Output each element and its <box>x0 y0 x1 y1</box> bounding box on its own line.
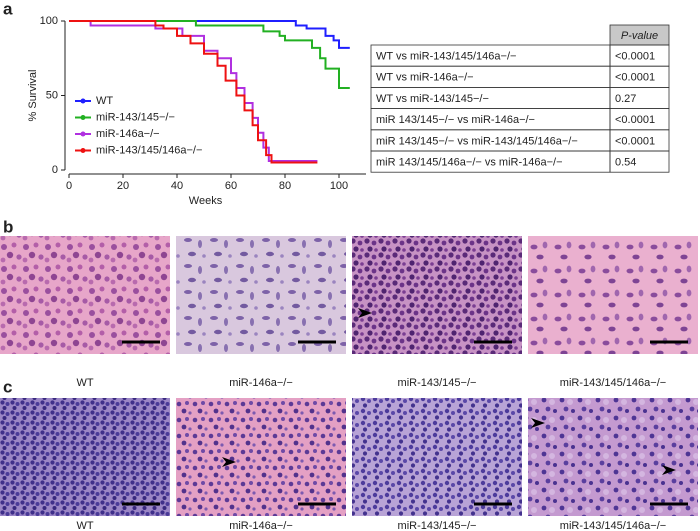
caption: miR-146a−/− <box>229 520 293 531</box>
survival-curve <box>69 20 318 164</box>
p-value: <0.0001 <box>615 72 655 84</box>
legend-dot <box>80 115 86 120</box>
survival-curve <box>69 20 350 90</box>
survival-curve <box>69 20 350 49</box>
x-tick-label: 0 <box>66 180 72 192</box>
x-tick-label: 20 <box>117 180 129 192</box>
x-tick-label: 80 <box>279 180 291 192</box>
micrograph <box>528 236 698 354</box>
micrograph <box>0 398 170 516</box>
panel-label: a <box>3 0 13 18</box>
legend-label: miR-143/145/146a−/− <box>96 144 202 156</box>
micrograph <box>176 236 346 354</box>
survival-chart: 0 20 40 60 80 100 0 50 100 Weeks % Survival WT miR-1… <box>27 15 366 207</box>
p-value: <0.0001 <box>615 51 655 63</box>
micrograph <box>352 398 522 516</box>
panel-label: c <box>3 377 12 396</box>
comparison: miR 143/145/146a−/− vs miR-146a−/− <box>376 157 563 169</box>
y-axis-label: % Survival <box>27 70 39 122</box>
legend-dot <box>80 148 86 153</box>
p-value: 0.54 <box>615 157 636 169</box>
p-value-table: P-value WT vs miR-143/145/146a−/− <0.0001 W… <box>370 24 670 173</box>
caption: WT <box>76 377 93 389</box>
legend-dot <box>80 98 86 104</box>
caption: WT <box>76 520 93 531</box>
histology-panels: WT miR-146a−/− miR-143/145−/− miR-143/145/1… <box>0 236 698 531</box>
x-tick-label: 60 <box>225 180 237 192</box>
y-tick-label: 50 <box>46 89 58 101</box>
caption: miR-143/145−/− <box>398 520 477 531</box>
comparison: miR 143/145−/− vs miR-143/145/146a−/− <box>376 135 578 147</box>
y-tick-label: 0 <box>52 164 58 176</box>
x-tick-label: 100 <box>330 180 348 192</box>
micrograph <box>352 236 522 354</box>
x-axis-label: Weeks <box>189 195 223 207</box>
legend-label: WT <box>96 95 113 107</box>
micrograph <box>176 398 346 516</box>
legend-label: miR-143/145−/− <box>96 111 175 123</box>
p-value: <0.0001 <box>615 114 655 126</box>
comparison: miR 143/145−/− vs miR-146a−/− <box>376 114 535 126</box>
survival-curve <box>69 20 318 163</box>
p-value: 0.27 <box>615 93 636 105</box>
x-tick-label: 40 <box>171 180 183 192</box>
caption: miR-143/145−/− <box>398 377 477 389</box>
arrowhead <box>358 308 372 318</box>
legend-label: miR-146a−/− <box>96 128 160 140</box>
micrograph <box>0 236 170 354</box>
row-cell <box>609 150 670 173</box>
panel-label: b <box>3 217 13 236</box>
caption: miR-146a−/− <box>229 377 293 389</box>
comparison: WT vs miR-143/145/146a−/− <box>376 51 516 63</box>
arrowhead <box>531 418 545 428</box>
p-value: <0.0001 <box>615 135 655 147</box>
caption: miR-143/145/146a−/− <box>560 377 666 389</box>
header-text: P-value <box>621 30 658 42</box>
legend-dot <box>80 131 86 137</box>
y-tick-label: 100 <box>40 15 58 27</box>
micrograph <box>528 398 698 516</box>
arrowhead <box>222 457 236 467</box>
comparison: WT vs miR-143/145−/− <box>376 93 489 105</box>
arrowhead <box>662 465 676 475</box>
comparison: WT vs miR-146a−/− <box>376 72 474 84</box>
caption: miR-143/145/146a−/− <box>560 520 666 531</box>
